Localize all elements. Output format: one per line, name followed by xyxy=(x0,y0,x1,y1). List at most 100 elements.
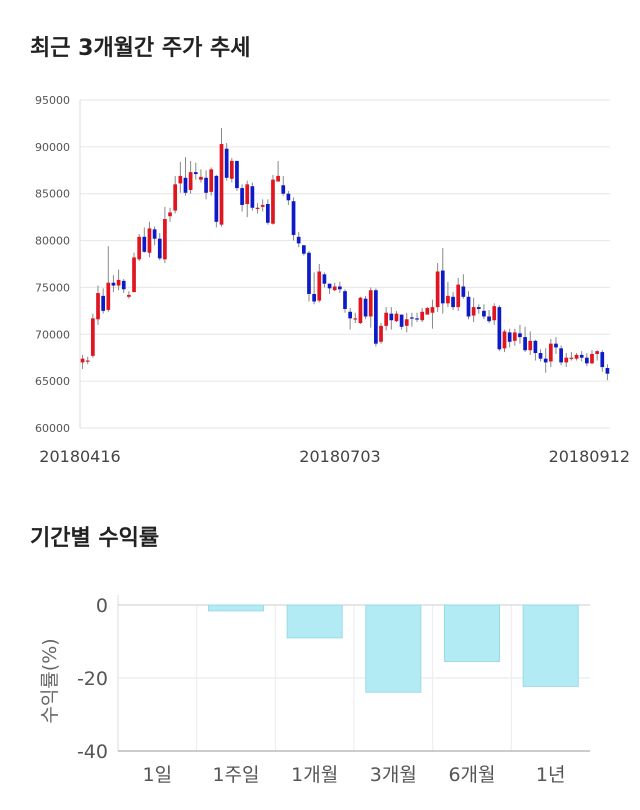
candle-down xyxy=(250,186,255,208)
y-axis-label: 수익률(%) xyxy=(39,638,61,723)
y-tick-label: 80000 xyxy=(35,235,70,248)
x-tick-label: 1일 xyxy=(143,764,173,786)
y-tick-label: -40 xyxy=(77,741,108,763)
candle-up xyxy=(446,295,450,304)
candle-down xyxy=(204,177,208,193)
candle-up xyxy=(379,325,383,342)
candle-up xyxy=(502,331,507,349)
candle-up xyxy=(317,271,322,301)
candle-up xyxy=(420,311,425,321)
candle-up xyxy=(127,294,131,297)
return-bar xyxy=(522,604,579,687)
y-tick-label: 0 xyxy=(96,595,108,617)
candle-up xyxy=(590,353,594,364)
candle-up xyxy=(260,204,265,207)
candle-down xyxy=(327,283,332,289)
candle-down xyxy=(291,201,296,235)
candle-down xyxy=(111,282,116,286)
candle-down xyxy=(600,352,605,368)
candle-up xyxy=(384,312,389,326)
return-bar xyxy=(365,604,422,693)
candle-down xyxy=(440,270,445,304)
candle-up xyxy=(106,282,111,310)
candle-up xyxy=(564,357,569,363)
candle-up xyxy=(404,319,409,326)
candle-up xyxy=(116,279,121,286)
candle-down xyxy=(296,236,301,244)
candle-down xyxy=(605,368,610,374)
y-tick-label: 90000 xyxy=(35,141,70,154)
y-tick-label: 60000 xyxy=(35,422,70,435)
y-tick-label: 95000 xyxy=(35,94,70,107)
candle-up xyxy=(137,236,142,260)
candle-down xyxy=(507,332,512,342)
x-tick-label: 1개월 xyxy=(291,764,338,786)
candle-up xyxy=(168,212,172,217)
candle-down xyxy=(338,286,342,290)
candle-down xyxy=(389,313,394,321)
candle-up xyxy=(91,318,95,356)
candle-up xyxy=(229,160,234,179)
candle-down xyxy=(497,307,502,350)
candle-up xyxy=(394,313,399,322)
candle-down xyxy=(183,177,188,193)
candle-down xyxy=(476,307,481,309)
candle-up xyxy=(96,293,100,320)
candle-down xyxy=(533,340,538,354)
return-bar xyxy=(286,604,343,639)
x-tick-label: 20180912 xyxy=(549,447,630,466)
candle-up xyxy=(548,343,553,362)
candle-down xyxy=(214,175,219,222)
candle-down xyxy=(265,204,270,223)
candle-up xyxy=(209,169,214,192)
candle-up xyxy=(353,318,358,320)
candle-down xyxy=(399,314,404,327)
candle-up xyxy=(163,219,167,260)
candle-down xyxy=(538,353,543,359)
candle-down xyxy=(554,343,558,348)
candle-down xyxy=(312,293,316,302)
candle-down xyxy=(584,357,589,364)
candle-down xyxy=(142,236,147,252)
candle-down xyxy=(461,286,466,297)
candle-up xyxy=(245,184,250,205)
candle-down xyxy=(363,298,368,317)
candle-down xyxy=(410,317,414,319)
price-trend-title: 최근 3개월간 주가 추세 xyxy=(30,36,251,61)
candle-down xyxy=(281,185,286,194)
candle-down xyxy=(240,188,244,205)
x-tick-label: 20180416 xyxy=(39,447,120,466)
x-tick-label: 6개월 xyxy=(448,764,495,786)
candle-up xyxy=(358,297,363,324)
y-tick-label: 65000 xyxy=(35,375,70,388)
candle-down xyxy=(374,290,378,344)
candle-up xyxy=(199,176,203,180)
candle-up xyxy=(276,175,280,182)
x-tick-label: 1주일 xyxy=(212,764,259,786)
candle-up xyxy=(435,271,440,308)
candle-down xyxy=(286,193,291,201)
candle-up xyxy=(368,290,373,317)
candle-up xyxy=(147,228,152,253)
candle-up xyxy=(569,357,574,359)
candle-up xyxy=(132,257,136,293)
candle-up xyxy=(188,172,193,190)
candle-down xyxy=(121,280,126,290)
candle-down xyxy=(482,310,486,317)
candlestick-chart: 95000 90000 85000 80000 75000 70000 65000 60000… xyxy=(35,94,630,466)
candle-down xyxy=(152,229,157,239)
candle-down xyxy=(307,252,311,294)
candle-down xyxy=(415,318,419,320)
candle-down xyxy=(348,311,352,319)
candle-up xyxy=(456,284,461,308)
candle-down xyxy=(518,333,522,338)
candle-up xyxy=(271,179,275,224)
candle-down xyxy=(451,296,455,308)
y-tick-label: 75000 xyxy=(35,281,70,294)
candle-down xyxy=(466,296,471,317)
y-tick-label: -20 xyxy=(77,668,108,690)
candle-up xyxy=(574,354,579,359)
x-tick-label: 3개월 xyxy=(370,764,417,786)
candle-down xyxy=(523,337,527,351)
candle-up xyxy=(178,175,183,184)
